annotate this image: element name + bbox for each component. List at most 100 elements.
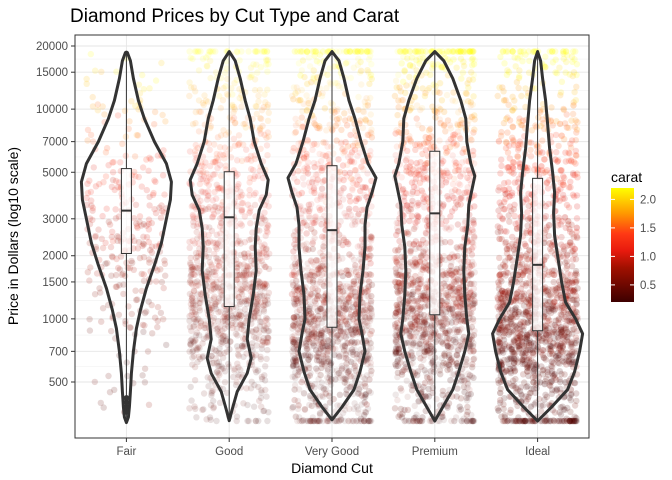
data-point	[195, 67, 203, 74]
data-point	[202, 324, 209, 332]
data-point	[258, 318, 265, 326]
data-point	[298, 378, 305, 386]
data-point	[108, 233, 116, 241]
data-point	[316, 206, 324, 214]
data-point	[392, 391, 399, 398]
data-point	[260, 407, 268, 414]
data-point	[263, 355, 270, 363]
data-point	[264, 152, 271, 159]
data-point	[314, 176, 321, 183]
data-point	[264, 321, 271, 328]
data-point	[130, 215, 138, 222]
data-point	[357, 117, 364, 124]
data-point	[263, 142, 271, 149]
data-point	[161, 260, 169, 267]
data-point	[306, 339, 313, 346]
data-point	[217, 172, 225, 180]
data-point	[261, 48, 268, 55]
data-point	[251, 201, 259, 209]
data-point	[231, 80, 238, 87]
data-point	[204, 374, 211, 381]
data-point	[160, 316, 167, 323]
data-point	[265, 409, 272, 416]
data-point	[264, 86, 271, 93]
data-point	[365, 278, 373, 285]
data-point	[209, 317, 217, 324]
data-point	[233, 271, 241, 278]
data-point	[345, 271, 352, 278]
data-point	[364, 355, 371, 362]
data-point	[196, 344, 203, 352]
data-point	[258, 215, 266, 222]
data-point	[359, 307, 366, 314]
data-point	[198, 188, 205, 195]
data-point	[265, 289, 273, 296]
data-point	[202, 320, 209, 327]
data-point	[200, 173, 208, 180]
data-point	[303, 230, 310, 237]
data-point	[86, 277, 93, 284]
data-point	[116, 266, 124, 273]
data-point	[357, 67, 365, 75]
data-point	[246, 179, 253, 186]
data-point	[190, 271, 197, 278]
data-point	[152, 278, 160, 285]
data-point	[238, 342, 246, 350]
data-point	[346, 169, 354, 177]
data-point	[120, 290, 127, 298]
data-point	[189, 348, 196, 355]
data-point	[208, 388, 215, 395]
data-point	[258, 345, 265, 352]
data-point	[293, 313, 300, 320]
data-point	[214, 255, 222, 263]
data-point	[254, 48, 261, 55]
data-point	[223, 337, 230, 344]
data-point	[214, 165, 221, 172]
data-point	[216, 362, 223, 370]
data-point	[256, 250, 263, 257]
data-point	[145, 298, 152, 305]
data-point	[295, 191, 303, 198]
data-point	[264, 103, 271, 111]
data-point	[315, 417, 322, 425]
data-point	[241, 253, 248, 260]
data-point	[256, 323, 264, 330]
data-point	[89, 103, 97, 110]
data-point	[290, 345, 298, 353]
data-point	[245, 417, 252, 425]
data-point	[263, 393, 270, 400]
data-point	[320, 243, 327, 250]
data-point	[248, 235, 255, 243]
data-point	[358, 163, 365, 170]
data-point	[189, 281, 196, 288]
data-point	[234, 49, 241, 56]
data-point	[240, 343, 247, 350]
data-point	[143, 186, 150, 194]
data-point	[198, 291, 205, 298]
data-point	[357, 58, 364, 66]
data-point	[188, 311, 195, 318]
data-point	[215, 370, 222, 377]
data-point	[345, 294, 353, 301]
data-point	[234, 157, 241, 164]
data-point	[89, 216, 96, 224]
data-point	[354, 273, 361, 280]
data-point	[120, 281, 127, 288]
data-point	[353, 350, 360, 358]
data-point	[230, 114, 238, 122]
chart-title: Diamond Prices by Cut Type and Carat	[70, 6, 400, 27]
data-point	[351, 288, 359, 295]
data-point	[337, 327, 344, 334]
data-point	[92, 183, 100, 190]
data-point	[342, 117, 349, 124]
data-point	[264, 327, 271, 335]
data-point	[292, 90, 299, 97]
data-point	[160, 147, 167, 154]
data-point	[236, 271, 244, 278]
data-point	[242, 281, 249, 288]
data-point	[237, 251, 244, 259]
data-point	[263, 61, 270, 68]
data-point	[331, 351, 338, 359]
data-point	[218, 291, 225, 299]
data-point	[347, 373, 354, 380]
